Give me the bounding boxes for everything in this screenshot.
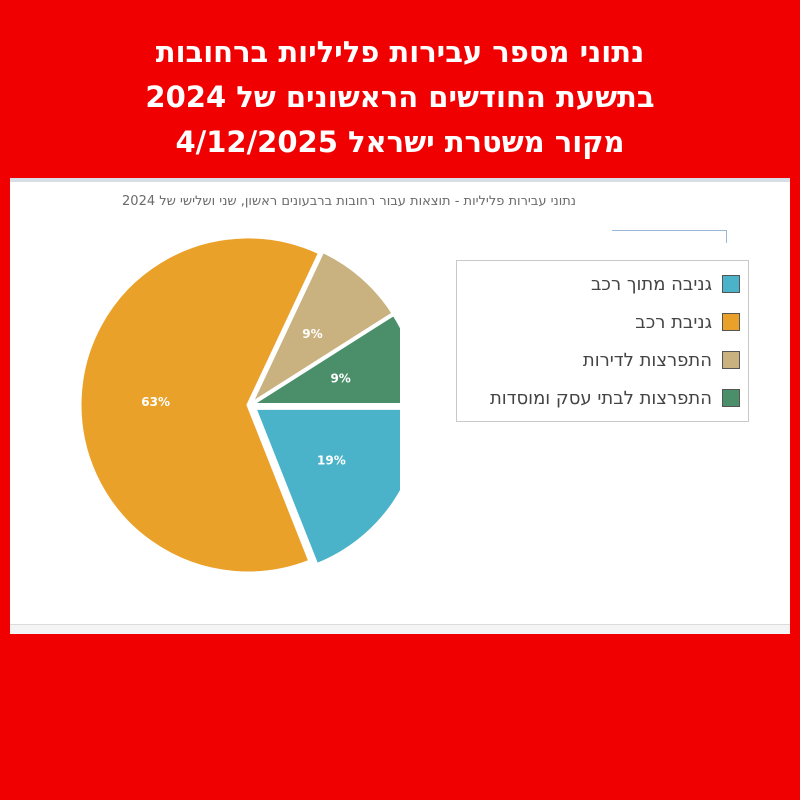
legend-item-2: התפרצות לדירות — [457, 341, 748, 379]
legend-label: התפרצות לדירות — [582, 349, 712, 371]
pie-slice-label-1: 63% — [141, 395, 170, 409]
legend-item-0: גניבה מתוך רכב — [457, 265, 748, 303]
window-top-border — [10, 178, 790, 182]
legend-label: התפרצות לבתי עסק ומוסדות — [489, 387, 712, 409]
chart-title: נתוני עבירות פליליות - תוצאות עבור רחובו… — [122, 194, 576, 209]
pie-slice-0 — [252, 406, 400, 567]
legend-item-1: גניבת רכב — [457, 303, 748, 341]
legend-swatch — [722, 351, 740, 369]
legend-label: גניבת רכב — [635, 311, 712, 333]
legend-label: גניבה מתוך רכב — [591, 273, 712, 295]
headline-line-3: מקור משטרת ישראל 4/12/2025 — [175, 125, 625, 159]
pie-chart: 19% 63% 9% 9% — [78, 235, 400, 575]
legend-swatch — [722, 389, 740, 407]
headline-line-1: נתוני מספר עבירות פליליות ברחובות — [155, 35, 645, 69]
headline: נתוני מספר עבירות פליליות ברחובות בתשעת … — [0, 30, 800, 165]
legend-item-3: התפרצות לבתי עסק ומוסדות — [457, 379, 748, 417]
pie-slice-label-3: 9% — [330, 372, 350, 386]
legend-swatch — [722, 275, 740, 293]
chart-legend: גניבה מתוך רכב גניבת רכב התפרצות לדירות התפ… — [456, 260, 749, 422]
taskbar-strip — [10, 624, 790, 634]
pie-slice-label-0: 19% — [317, 453, 346, 467]
legend-swatch — [722, 313, 740, 331]
pie-slice-3 — [246, 312, 400, 406]
headline-line-2: בתשעת החודשים הראשונים של 2024 — [145, 80, 655, 114]
pie-slice-2 — [247, 249, 396, 408]
chart-screenshot: נתוני עבירות פליליות - תוצאות עבור רחובו… — [10, 178, 790, 633]
pie-slice-1 — [78, 235, 322, 575]
pie-slice-label-2: 9% — [302, 327, 322, 341]
toolbar-fragment — [612, 230, 727, 243]
